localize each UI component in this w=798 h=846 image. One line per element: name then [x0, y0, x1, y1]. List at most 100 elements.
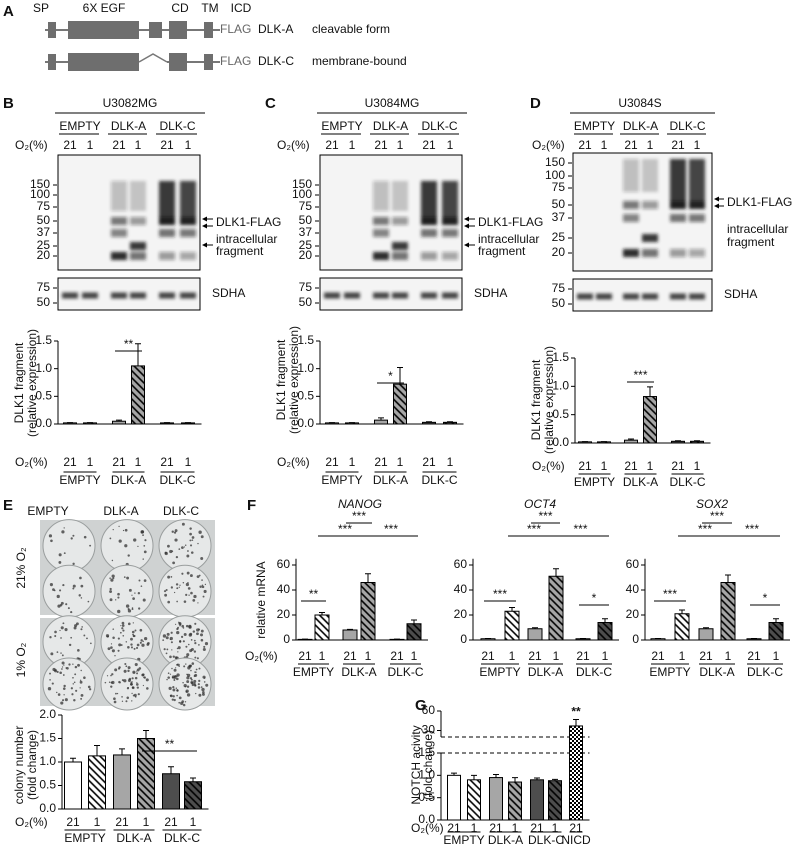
- blot-band: [689, 249, 705, 257]
- colony: [64, 628, 68, 632]
- colony: [188, 594, 190, 596]
- group-label: EMPTY: [59, 119, 100, 133]
- colony: [163, 648, 166, 651]
- y-tick-label: 0.5: [297, 389, 314, 403]
- colony: [144, 539, 147, 542]
- group-label: DLK-A: [699, 665, 734, 679]
- blot-band: [373, 217, 389, 225]
- error-bar: [70, 757, 76, 762]
- blot-bands: [623, 159, 705, 257]
- colony: [172, 685, 175, 689]
- colony: [202, 647, 206, 652]
- significance-label: ***: [698, 522, 712, 536]
- bar: [342, 629, 358, 641]
- blot-band: [130, 252, 146, 260]
- colony: [130, 646, 134, 649]
- colony: [140, 639, 143, 642]
- error-bar: [534, 777, 540, 780]
- colony: [131, 700, 133, 702]
- colony: [124, 528, 128, 532]
- colony: [167, 544, 170, 548]
- colony: [143, 544, 146, 547]
- y-axis-title: (relative expression): [287, 326, 301, 434]
- colony: [78, 594, 81, 597]
- y-tick-label: 0.0: [39, 801, 56, 815]
- colony: [191, 683, 195, 687]
- colony: [138, 579, 141, 582]
- error-bar: [116, 419, 122, 422]
- y-tick-label: 2.0: [39, 707, 56, 721]
- blot-band: [623, 214, 639, 222]
- error-bar: [602, 618, 608, 623]
- domain-box: [68, 53, 139, 71]
- colony: [178, 701, 181, 704]
- significance-label: ***: [338, 522, 352, 536]
- loading-band: [130, 292, 146, 299]
- x-tick-label: 1: [319, 649, 326, 663]
- y-tick-label: 1.5: [297, 333, 314, 347]
- colony: [117, 592, 120, 596]
- colony: [134, 592, 136, 594]
- colony: [132, 597, 135, 600]
- blot-band: [130, 181, 146, 211]
- colony: [133, 647, 136, 650]
- x-tick-label: 21: [578, 459, 592, 473]
- colony: [74, 624, 78, 628]
- colony: [200, 535, 204, 539]
- colony: [175, 687, 178, 689]
- group-label: EMPTY: [574, 119, 615, 133]
- colony: [185, 582, 190, 587]
- colony: [186, 685, 190, 688]
- group-label: NICD: [561, 833, 591, 846]
- colony: [80, 693, 84, 697]
- domain-box: [169, 21, 187, 39]
- colony: [164, 593, 168, 597]
- colony: [126, 687, 130, 690]
- loading-blot: [319, 277, 463, 311]
- blot-band: [670, 159, 686, 209]
- colony: [60, 652, 62, 654]
- colony: [199, 585, 202, 588]
- y-axis-title: NOTCH acivity: [409, 725, 423, 804]
- colony: [186, 673, 188, 676]
- significance-label: ***: [352, 509, 366, 523]
- domain-label: CD: [171, 1, 189, 15]
- colony: [121, 679, 124, 682]
- group-label: DLK-C: [159, 473, 195, 487]
- loading-band: [62, 292, 78, 299]
- colony: [137, 693, 140, 696]
- error-bar: [471, 774, 477, 780]
- significance-label: **: [165, 737, 175, 751]
- colony: [110, 685, 113, 688]
- colony: [122, 629, 125, 632]
- colony: [172, 655, 175, 658]
- error-bar: [679, 609, 685, 614]
- marker-label: 50: [299, 295, 313, 309]
- error-bar: [451, 772, 457, 776]
- colony: [109, 587, 112, 591]
- lane-label: 21: [160, 138, 174, 152]
- colony: [131, 630, 135, 634]
- y-tick-label: 1.5: [552, 350, 569, 364]
- colony: [180, 701, 184, 705]
- colony: [61, 661, 65, 665]
- colony: [173, 668, 177, 672]
- target-label: DLK1-FLAG: [727, 195, 792, 209]
- colony: [183, 632, 187, 636]
- colony: [202, 691, 205, 694]
- panel-label: D: [530, 95, 541, 112]
- colony: [205, 683, 209, 687]
- group-label: DLK-A: [111, 473, 146, 487]
- blot-image: [57, 154, 201, 271]
- colony: [60, 637, 62, 639]
- colony: [115, 692, 117, 695]
- lane-label: 21: [422, 138, 436, 152]
- colony: [124, 662, 127, 666]
- colony: [126, 696, 130, 700]
- x-tick-label: 1: [725, 649, 732, 663]
- colony: [72, 683, 74, 685]
- colony: [178, 548, 181, 550]
- error-bar: [190, 777, 196, 782]
- colony: [130, 681, 132, 684]
- colony: [190, 639, 193, 641]
